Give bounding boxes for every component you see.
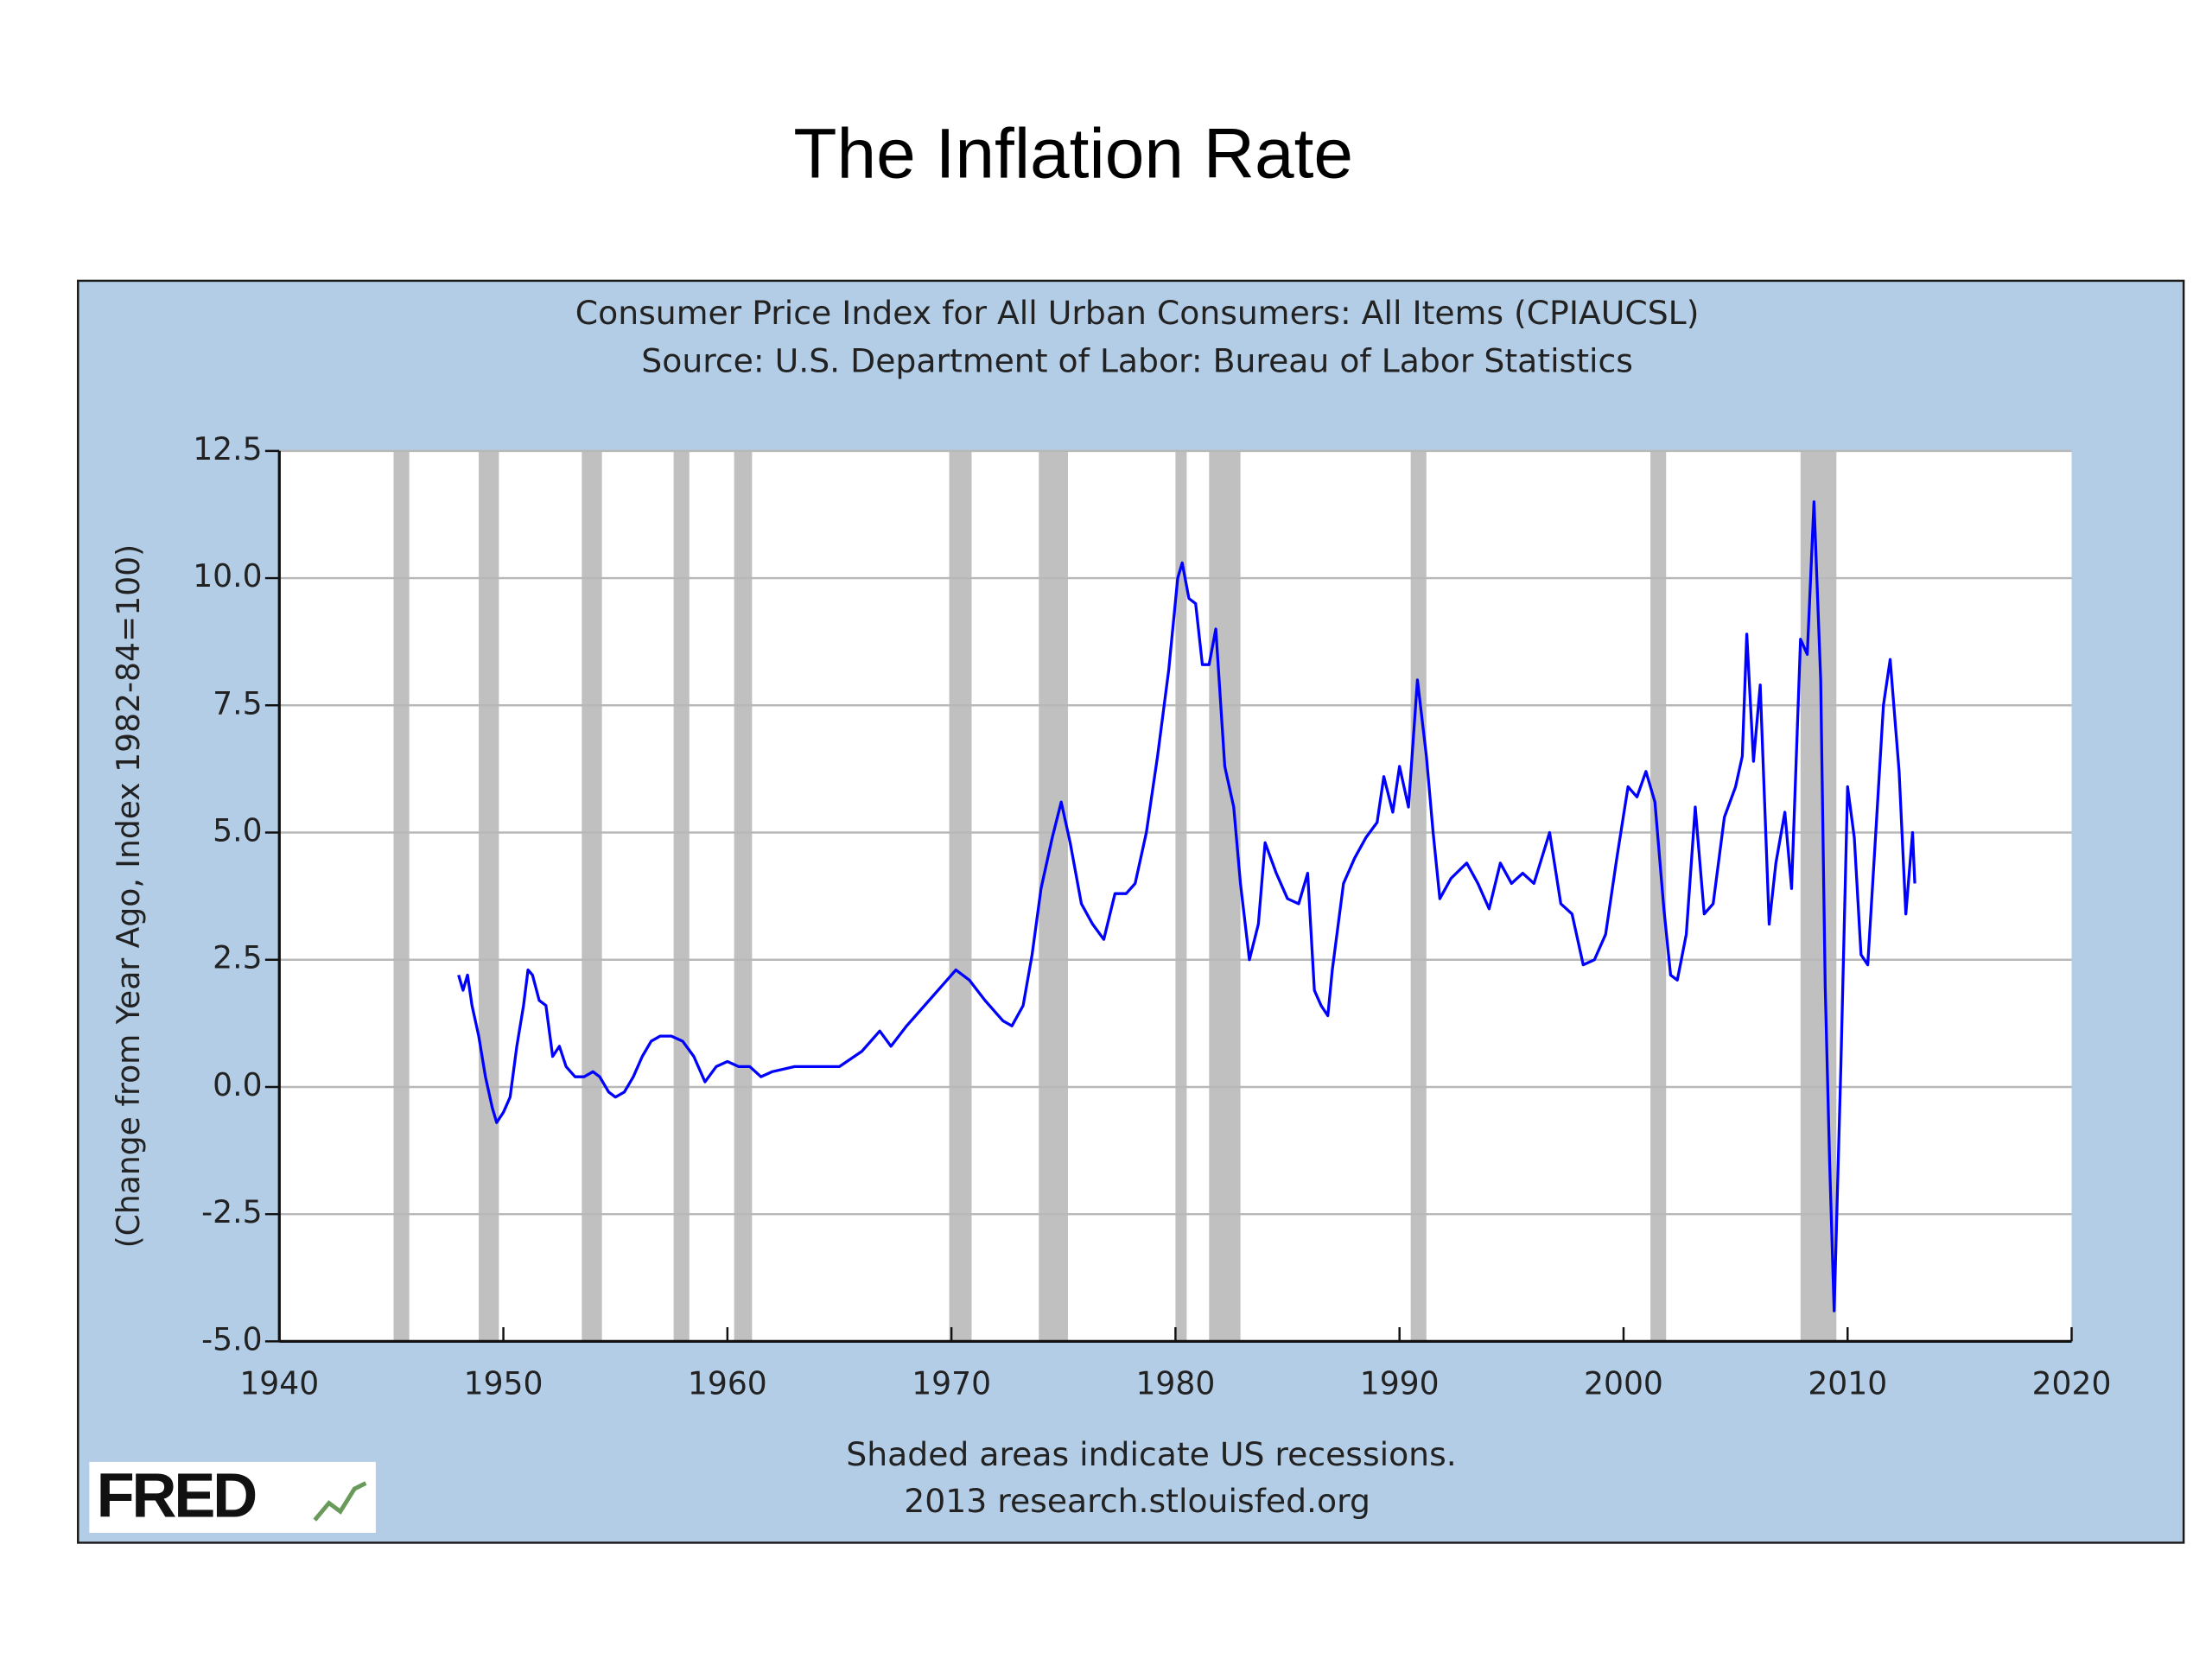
- x-tick-label: 1950: [464, 1364, 543, 1402]
- slide-title: The Inflation Rate: [793, 114, 1353, 193]
- recession-band: [1039, 450, 1068, 1342]
- y-tick-label: 12.5: [193, 430, 262, 467]
- x-tick-label: 1970: [912, 1364, 991, 1402]
- recession-band: [673, 450, 690, 1342]
- x-tick-label: 1990: [1360, 1364, 1440, 1402]
- x-tick-label: 1980: [1135, 1364, 1215, 1402]
- logo: FRED: [97, 1461, 257, 1530]
- recession-band: [1410, 450, 1427, 1342]
- footnote: 2013 research.stlouisfed.org: [904, 1482, 1370, 1520]
- chart-title: Consumer Price Index for All Urban Consu…: [575, 294, 1700, 332]
- recession-band: [479, 450, 499, 1342]
- y-tick-label: -2.5: [201, 1193, 262, 1230]
- x-tick-label: 2010: [1808, 1364, 1887, 1402]
- recession-band: [734, 450, 753, 1342]
- recession-band: [582, 450, 602, 1342]
- y-tick-label: 7.5: [213, 684, 262, 721]
- y-tick-label: 0.0: [213, 1066, 262, 1103]
- logo-box: [89, 1461, 376, 1533]
- y-axis-label: (Change from Year Ago, Index 1982-84=100…: [110, 544, 147, 1249]
- recession-band: [1650, 450, 1667, 1342]
- x-tick-label: 2000: [1584, 1364, 1663, 1402]
- x-tick-label: 2020: [2032, 1364, 2112, 1402]
- y-tick-label: -5.0: [201, 1320, 262, 1357]
- x-tick-label: 1960: [688, 1364, 767, 1402]
- cpi-line: [457, 500, 1916, 1313]
- recession-band: [1209, 450, 1241, 1342]
- y-tick-label: 10.0: [193, 557, 262, 594]
- chart-subtitle: Source: U.S. Department of Labor: Bureau…: [641, 342, 1633, 380]
- recession-band: [393, 450, 410, 1342]
- logo-icon: [313, 1481, 367, 1522]
- y-tick-label: 2.5: [213, 939, 262, 976]
- recession-band: [949, 450, 972, 1342]
- footnote: Shaded areas indicate US recessions.: [846, 1435, 1457, 1473]
- x-tick-label: 1940: [239, 1364, 319, 1402]
- recession-band: [1175, 450, 1187, 1342]
- y-tick-label: 5.0: [213, 812, 262, 849]
